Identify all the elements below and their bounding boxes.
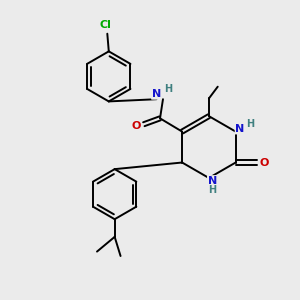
Text: O: O [260, 158, 269, 167]
Text: N: N [236, 124, 245, 134]
Text: O: O [132, 121, 141, 131]
Text: H: H [208, 185, 217, 195]
Text: Cl: Cl [100, 20, 112, 31]
Text: H: H [246, 119, 254, 129]
Text: N: N [208, 176, 217, 186]
Text: H: H [164, 84, 172, 94]
Text: N: N [152, 89, 161, 99]
